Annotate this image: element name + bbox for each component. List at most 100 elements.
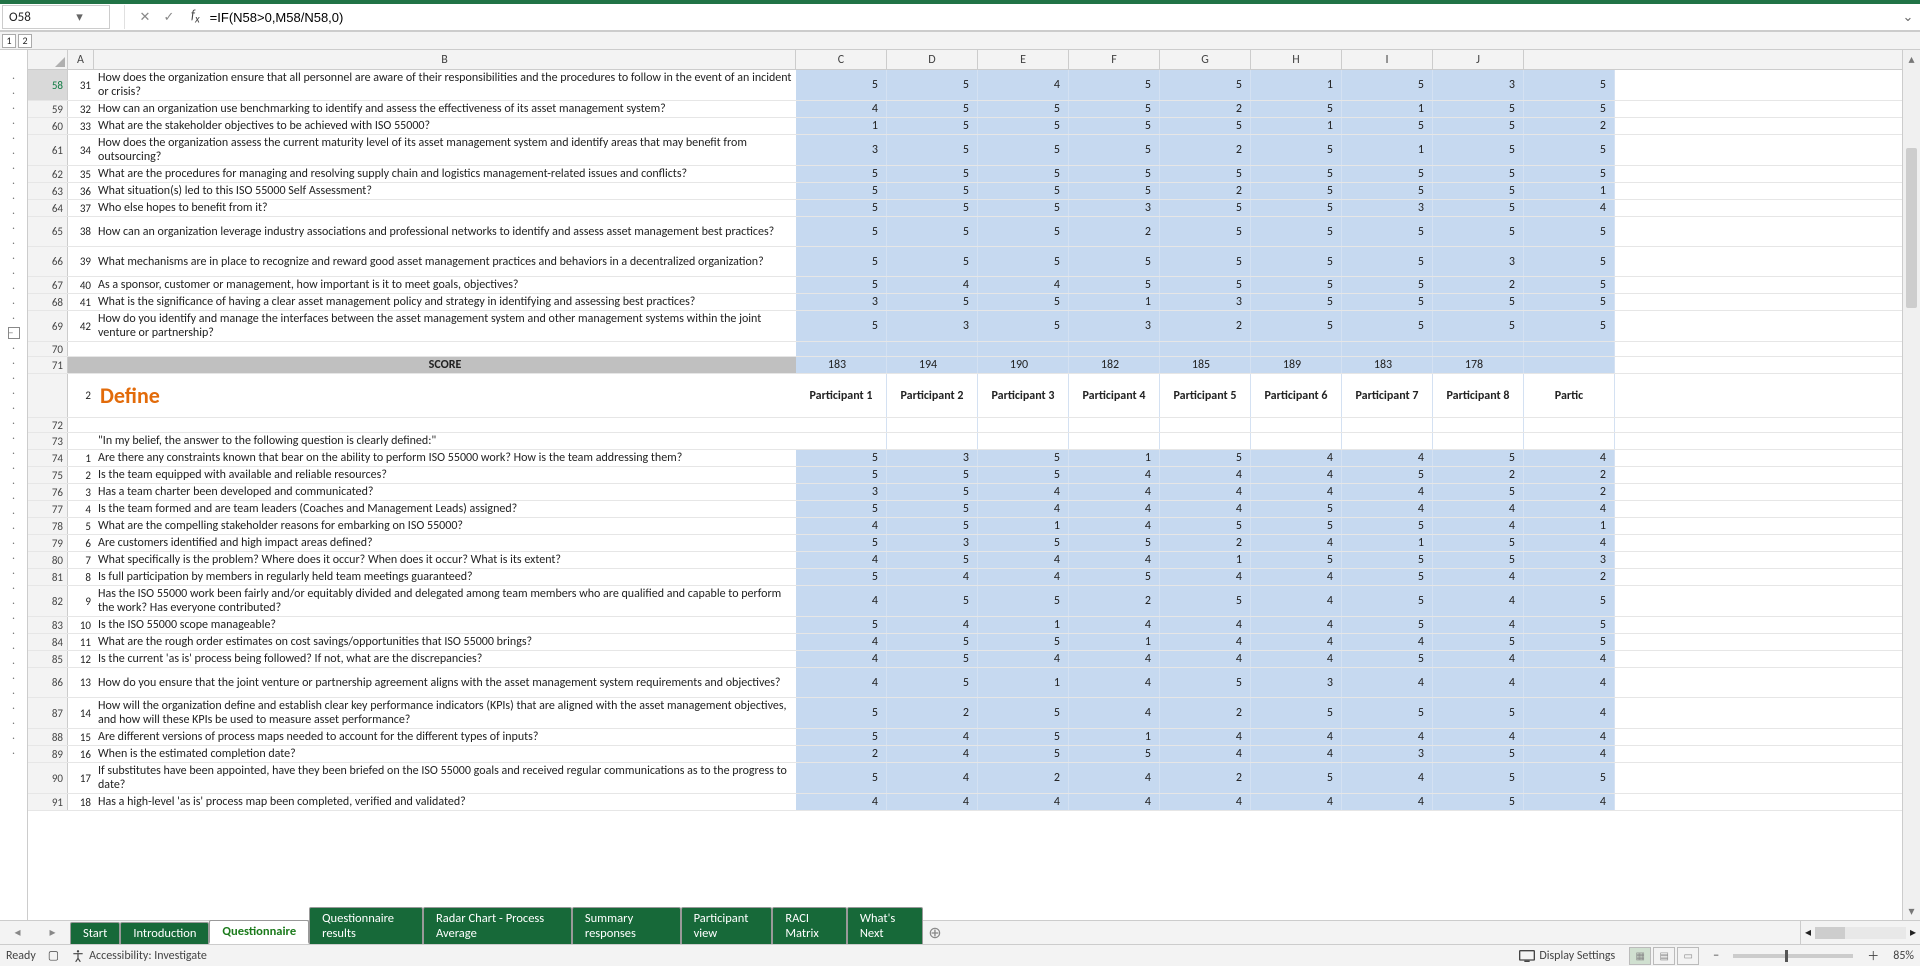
outline-collapse-icon[interactable]: − bbox=[8, 327, 20, 339]
cell-data[interactable]: 5 bbox=[1342, 311, 1433, 341]
score-value[interactable]: 190 bbox=[978, 357, 1069, 373]
cell-data[interactable]: 5 bbox=[796, 467, 887, 483]
cell-data[interactable]: 5 bbox=[1069, 135, 1160, 165]
cell-data[interactable]: 5 bbox=[1160, 217, 1251, 246]
cell-data[interactable]: 5 bbox=[1433, 118, 1524, 134]
cell-data[interactable]: 4 bbox=[1433, 617, 1524, 633]
cell-data[interactable]: 4 bbox=[1342, 794, 1433, 810]
col-header-B[interactable]: B bbox=[94, 50, 796, 69]
cell-B[interactable]: How can an organization use benchmarking… bbox=[94, 101, 796, 117]
cell-data[interactable]: 5 bbox=[1342, 70, 1433, 100]
cell-data[interactable]: 4 bbox=[1160, 501, 1251, 517]
cell-data[interactable]: 1 bbox=[1069, 729, 1160, 745]
cell-data[interactable]: 5 bbox=[796, 763, 887, 793]
cell-data[interactable]: 4 bbox=[1069, 668, 1160, 697]
scroll-thumb[interactable] bbox=[1906, 148, 1917, 308]
cell-data[interactable]: 5 bbox=[978, 746, 1069, 762]
cell-data[interactable]: 3 bbox=[796, 294, 887, 310]
cell-data[interactable] bbox=[1342, 433, 1433, 449]
cell-data[interactable]: 5 bbox=[1524, 217, 1615, 246]
cell-data[interactable]: 4 bbox=[1251, 535, 1342, 551]
cell-data[interactable]: 5 bbox=[796, 277, 887, 293]
cell-data[interactable]: 4 bbox=[1524, 729, 1615, 745]
score-value[interactable]: 183 bbox=[1342, 357, 1433, 373]
cell-data[interactable] bbox=[1160, 342, 1251, 356]
cell-B[interactable] bbox=[94, 342, 796, 356]
cell-data[interactable]: 5 bbox=[1069, 70, 1160, 100]
cell-data[interactable]: 4 bbox=[1069, 552, 1160, 568]
cell-data[interactable]: 5 bbox=[887, 294, 978, 310]
cell-B[interactable]: What are the stakeholder objectives to b… bbox=[94, 118, 796, 134]
cell-data[interactable]: 5 bbox=[1251, 552, 1342, 568]
cell-data[interactable]: 1 bbox=[1342, 135, 1433, 165]
cell-data[interactable]: 5 bbox=[796, 200, 887, 216]
cell-data[interactable]: 5 bbox=[1342, 651, 1433, 667]
sheet-tab[interactable]: Radar Chart - Process Average bbox=[423, 907, 572, 944]
cell-data[interactable]: 4 bbox=[796, 794, 887, 810]
cell-data[interactable]: 5 bbox=[887, 200, 978, 216]
cell-data[interactable]: 5 bbox=[1342, 698, 1433, 728]
cell-A[interactable]: 18 bbox=[68, 794, 94, 810]
row-header[interactable]: 86 bbox=[28, 668, 68, 697]
cell-data[interactable]: 5 bbox=[1433, 166, 1524, 182]
cell-data[interactable]: 5 bbox=[1433, 183, 1524, 199]
cell-B[interactable]: What are the compelling stakeholder reas… bbox=[94, 518, 796, 534]
cell-data[interactable]: 4 bbox=[1069, 518, 1160, 534]
cell-data[interactable]: 2 bbox=[1160, 311, 1251, 341]
cancel-formula-icon[interactable]: ✕ bbox=[133, 5, 157, 29]
cell-A[interactable]: 14 bbox=[68, 698, 94, 728]
cell-data[interactable]: 4 bbox=[1251, 467, 1342, 483]
cell-data[interactable]: 4 bbox=[796, 552, 887, 568]
cell-data[interactable]: 5 bbox=[978, 217, 1069, 246]
row-header[interactable]: 80 bbox=[28, 552, 68, 568]
cell-data[interactable] bbox=[1433, 342, 1524, 356]
section-title[interactable]: Define bbox=[94, 374, 796, 417]
cell-data[interactable]: 5 bbox=[796, 729, 887, 745]
cell-A[interactable]: 3 bbox=[68, 484, 94, 500]
cell-data[interactable]: 5 bbox=[887, 518, 978, 534]
cell-data[interactable]: 5 bbox=[887, 101, 978, 117]
row-header[interactable]: 90 bbox=[28, 763, 68, 793]
zoom-out-icon[interactable]: − bbox=[1713, 949, 1719, 963]
cell-data[interactable]: 5 bbox=[1524, 294, 1615, 310]
cell-data[interactable]: 2 bbox=[1524, 569, 1615, 585]
row-header[interactable]: 89 bbox=[28, 746, 68, 762]
cell-data[interactable]: 4 bbox=[1069, 794, 1160, 810]
cell-data[interactable]: 5 bbox=[796, 217, 887, 246]
cell-A[interactable]: 31 bbox=[68, 70, 94, 100]
hscroll-left-icon[interactable]: ◂ bbox=[1805, 925, 1811, 940]
cell-data[interactable]: 3 bbox=[1524, 552, 1615, 568]
cell-data[interactable]: 4 bbox=[1342, 668, 1433, 697]
cell-B[interactable]: How do you ensure that the joint venture… bbox=[94, 668, 796, 697]
cell-data[interactable]: 5 bbox=[1251, 763, 1342, 793]
cell-data[interactable]: 4 bbox=[887, 617, 978, 633]
col-header-J[interactable]: J bbox=[1433, 50, 1524, 69]
row-header[interactable]: 82 bbox=[28, 586, 68, 616]
cell-A[interactable]: 2 bbox=[68, 467, 94, 483]
cell-A[interactable]: 5 bbox=[68, 518, 94, 534]
cell-data[interactable]: 5 bbox=[1160, 247, 1251, 276]
cell-B[interactable]: When is the estimated completion date? bbox=[94, 746, 796, 762]
cell-data[interactable]: 1 bbox=[1342, 101, 1433, 117]
cell-A[interactable]: 6 bbox=[68, 535, 94, 551]
cell-data[interactable]: 5 bbox=[1160, 668, 1251, 697]
cell-data[interactable]: 1 bbox=[978, 668, 1069, 697]
cell-data[interactable]: 3 bbox=[887, 450, 978, 466]
cell-data[interactable]: 5 bbox=[1433, 200, 1524, 216]
cell-data[interactable] bbox=[978, 433, 1069, 449]
cell-data[interactable] bbox=[1160, 418, 1251, 432]
row-header[interactable]: 60 bbox=[28, 118, 68, 134]
cell-data[interactable]: 5 bbox=[1342, 294, 1433, 310]
cell-B[interactable]: What mechanisms are in place to recogniz… bbox=[94, 247, 796, 276]
row-header[interactable]: 75 bbox=[28, 467, 68, 483]
cell-data[interactable]: 5 bbox=[796, 450, 887, 466]
cell-data[interactable]: 5 bbox=[1251, 101, 1342, 117]
cell-data[interactable]: 3 bbox=[1069, 200, 1160, 216]
cell-A[interactable] bbox=[68, 433, 94, 449]
cell-data[interactable]: 4 bbox=[1433, 668, 1524, 697]
col-header-I[interactable]: I bbox=[1342, 50, 1433, 69]
cell-data[interactable]: 5 bbox=[887, 70, 978, 100]
cell-data[interactable]: 4 bbox=[1433, 501, 1524, 517]
cell-data[interactable]: 5 bbox=[887, 135, 978, 165]
col-header-G[interactable]: G bbox=[1160, 50, 1251, 69]
